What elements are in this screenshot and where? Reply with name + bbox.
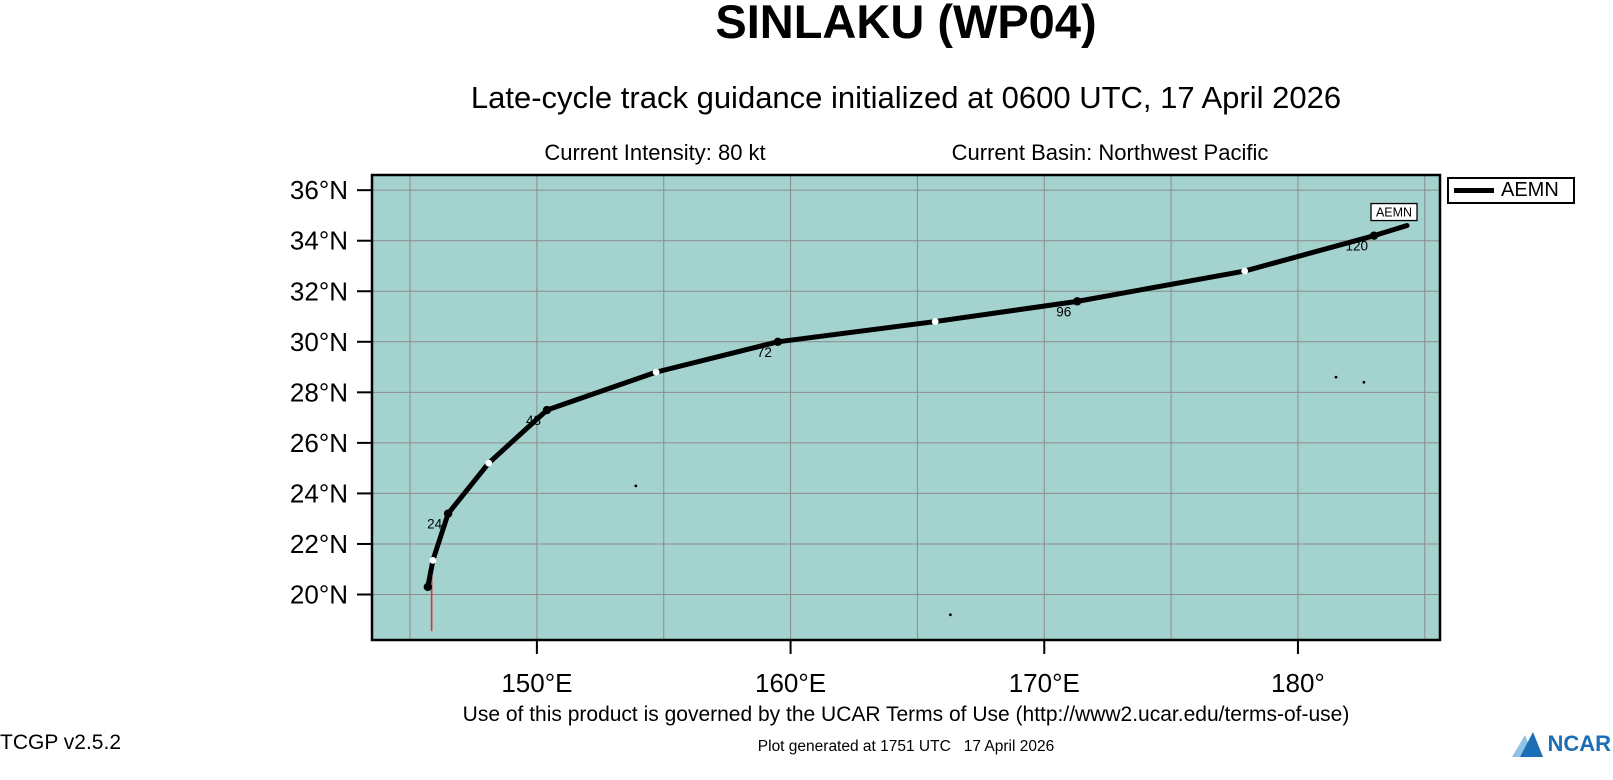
current-intensity-label: Current Intensity: 80 kt [544, 140, 766, 165]
y-tick-label: 32°N [290, 276, 348, 306]
island-dot [1334, 375, 1338, 379]
ncar-logo-text: NCAR [1547, 731, 1611, 756]
track-point-12h [1241, 267, 1249, 275]
track-line-aemn [425, 223, 1410, 590]
track-end-label-box [1370, 202, 1418, 222]
axis-ticks [357, 189, 1299, 654]
y-tick-label: 34°N [290, 226, 348, 256]
forecast-hour-label: 48 [526, 413, 541, 428]
track-point [542, 405, 552, 415]
ncar-logo-mark [1512, 732, 1544, 757]
ncar-logo: NCAR [1510, 729, 1611, 759]
island-dot [1362, 380, 1366, 384]
x-tick-label: 180° [1271, 668, 1325, 698]
y-tick-label: 30°N [290, 327, 348, 357]
version-text: TCGP v2.5.2 [0, 731, 121, 754]
forecast-hour-label: 120 [1346, 239, 1369, 254]
generated-timestamp: Plot generated at 1751 UTC 17 April 2026 [757, 738, 1055, 755]
track-point [773, 337, 783, 346]
track-point [1073, 297, 1082, 306]
terms-of-use-text: Use of this product is governed by the U… [462, 703, 1350, 726]
forecast-hour-label: 24 [427, 517, 443, 532]
plot-subtitle: Late-cycle track guidance initialized at… [470, 80, 1342, 115]
map-background [372, 175, 1440, 640]
island-dot [948, 613, 952, 617]
y-tick-label: 36°N [290, 175, 348, 205]
legend-label: AEMN [1501, 179, 1559, 201]
plot-frame [370, 173, 1442, 642]
legend-box: AEMN [1447, 177, 1575, 204]
y-tick-label: 20°N [290, 580, 348, 610]
track-point [1369, 231, 1379, 240]
y-tick-label: 24°N [290, 478, 348, 508]
grid-lines [372, 175, 1440, 640]
forecast-hour-label: 96 [1056, 304, 1071, 319]
track-point-12h [931, 318, 939, 325]
island-dot [634, 484, 638, 488]
track-point-12h [485, 459, 493, 467]
track-point [443, 509, 453, 518]
storm-title: SINLAKU (WP04) [715, 0, 1097, 48]
legend-line-sample [1454, 188, 1494, 193]
track-point-12h [429, 556, 437, 564]
track-point-12h [652, 368, 660, 376]
x-tick-label: 170°E [1009, 668, 1080, 698]
y-tick-label: 22°N [290, 529, 348, 559]
y-tick-label: 28°N [290, 377, 348, 407]
forecast-hour-label: 72 [757, 345, 772, 360]
track-point [423, 582, 433, 592]
y-tick-label: 26°N [290, 428, 348, 458]
x-tick-label: 150°E [501, 668, 572, 698]
current-basin-label: Current Basin: Northwest Pacific [951, 140, 1269, 165]
track-end-label: AEMN [1376, 206, 1412, 220]
x-tick-label: 160°E [755, 668, 826, 698]
